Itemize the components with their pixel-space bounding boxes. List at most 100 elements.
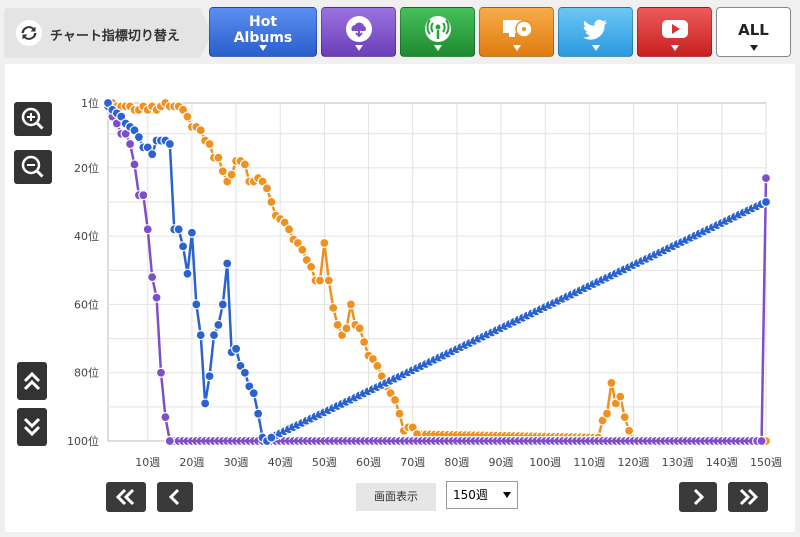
data-point [760, 196, 772, 208]
tab-all-label: ALL [738, 21, 769, 39]
data-point [328, 302, 339, 313]
data-point [266, 432, 277, 443]
tab-hot-albums[interactable]: Hot Albums [209, 7, 317, 57]
data-point [129, 159, 140, 170]
chevron-down-icon [512, 45, 521, 51]
x-tick-label: 30週 [224, 456, 249, 469]
data-point [204, 138, 215, 150]
x-tick-label: 150週 [750, 456, 782, 469]
double-chevron-down-icon [23, 417, 41, 437]
zoom-in-icon [21, 107, 44, 130]
x-tick-label: 20週 [179, 456, 204, 469]
double-chevron-right-icon [739, 488, 759, 506]
chevron-down-icon [749, 45, 758, 51]
pc-cd-icon [502, 20, 532, 38]
y-tick-label: 60位 [74, 297, 99, 311]
data-point [606, 377, 617, 389]
data-point [204, 371, 215, 382]
data-point [319, 237, 330, 249]
chevron-down-icon [670, 45, 679, 51]
data-point [619, 412, 630, 423]
x-tick-label: 40週 [268, 456, 293, 469]
chevron-right-icon [693, 488, 705, 506]
data-point [226, 169, 237, 180]
data-point [217, 299, 228, 310]
double-chevron-left-icon [115, 488, 135, 506]
data-point [151, 292, 162, 303]
data-point [200, 398, 211, 409]
data-point [230, 343, 242, 354]
chevron-left-icon [168, 488, 180, 506]
chart-toggle-label: チャート指標切り替え [50, 29, 180, 44]
view-label: 画面表示 [356, 483, 436, 511]
data-point [306, 261, 317, 272]
data-point [283, 224, 295, 235]
scroll-up-button[interactable] [17, 362, 47, 400]
tab-broadcast[interactable] [400, 7, 475, 57]
chevron-down-icon [259, 45, 267, 51]
y-tick-label: 40位 [74, 229, 99, 243]
zoom-out-button[interactable] [14, 150, 52, 184]
data-point [164, 435, 175, 447]
data-point [142, 224, 153, 235]
y-tick-label: 1位 [81, 96, 99, 110]
data-point [195, 330, 206, 341]
zoom-in-button[interactable] [14, 102, 52, 136]
data-point [624, 425, 635, 436]
data-point [314, 275, 326, 286]
data-point [239, 367, 250, 378]
scroll-down-button[interactable] [17, 408, 47, 446]
data-point [359, 336, 370, 348]
data-point [261, 183, 273, 194]
data-point [323, 275, 334, 286]
prev-page-button[interactable] [157, 482, 193, 512]
data-point [155, 367, 167, 378]
chart-toggle-button[interactable]: チャート指標切り替え [4, 8, 212, 58]
y-tick-label: 80位 [74, 366, 99, 380]
data-point [253, 408, 264, 419]
first-page-button[interactable] [106, 482, 146, 512]
data-point [164, 138, 175, 150]
data-point [147, 149, 158, 160]
data-point [147, 272, 158, 283]
cloud-download-icon [345, 16, 372, 42]
data-point [760, 173, 772, 184]
data-point [160, 412, 171, 423]
data-point [615, 391, 626, 402]
data-point [213, 152, 224, 163]
data-point [341, 323, 352, 334]
data-point [208, 330, 220, 341]
data-point [601, 408, 613, 419]
x-tick-label: 110週 [573, 456, 605, 469]
data-point [297, 244, 308, 255]
y-tick-label: 20位 [74, 161, 99, 175]
data-point [217, 166, 228, 177]
data-point [191, 299, 202, 310]
chevron-down-icon [354, 45, 363, 51]
youtube-icon [661, 20, 688, 38]
data-point [332, 319, 343, 331]
series-line [270, 200, 767, 439]
data-point [186, 227, 198, 238]
x-tick-label: 120週 [618, 456, 650, 469]
data-point [173, 224, 184, 235]
double-chevron-up-icon [23, 371, 41, 391]
tab-youtube[interactable] [637, 7, 712, 57]
view-range-select[interactable]: 150週 [446, 481, 518, 509]
tab-twitter[interactable] [558, 7, 633, 57]
tab-pc-cd[interactable] [479, 7, 554, 57]
twitter-icon [582, 19, 607, 40]
data-point [222, 258, 233, 269]
data-point [756, 435, 767, 447]
last-page-button[interactable] [728, 482, 768, 512]
x-tick-label: 100週 [529, 456, 561, 469]
data-point [248, 388, 259, 399]
broadcast-icon [424, 16, 451, 42]
tab-download[interactable] [321, 7, 396, 57]
next-page-button[interactable] [679, 482, 717, 512]
tab-all[interactable]: ALL [716, 7, 791, 57]
data-point [124, 138, 136, 150]
x-tick-label: 60週 [356, 456, 381, 469]
data-point [213, 319, 224, 331]
